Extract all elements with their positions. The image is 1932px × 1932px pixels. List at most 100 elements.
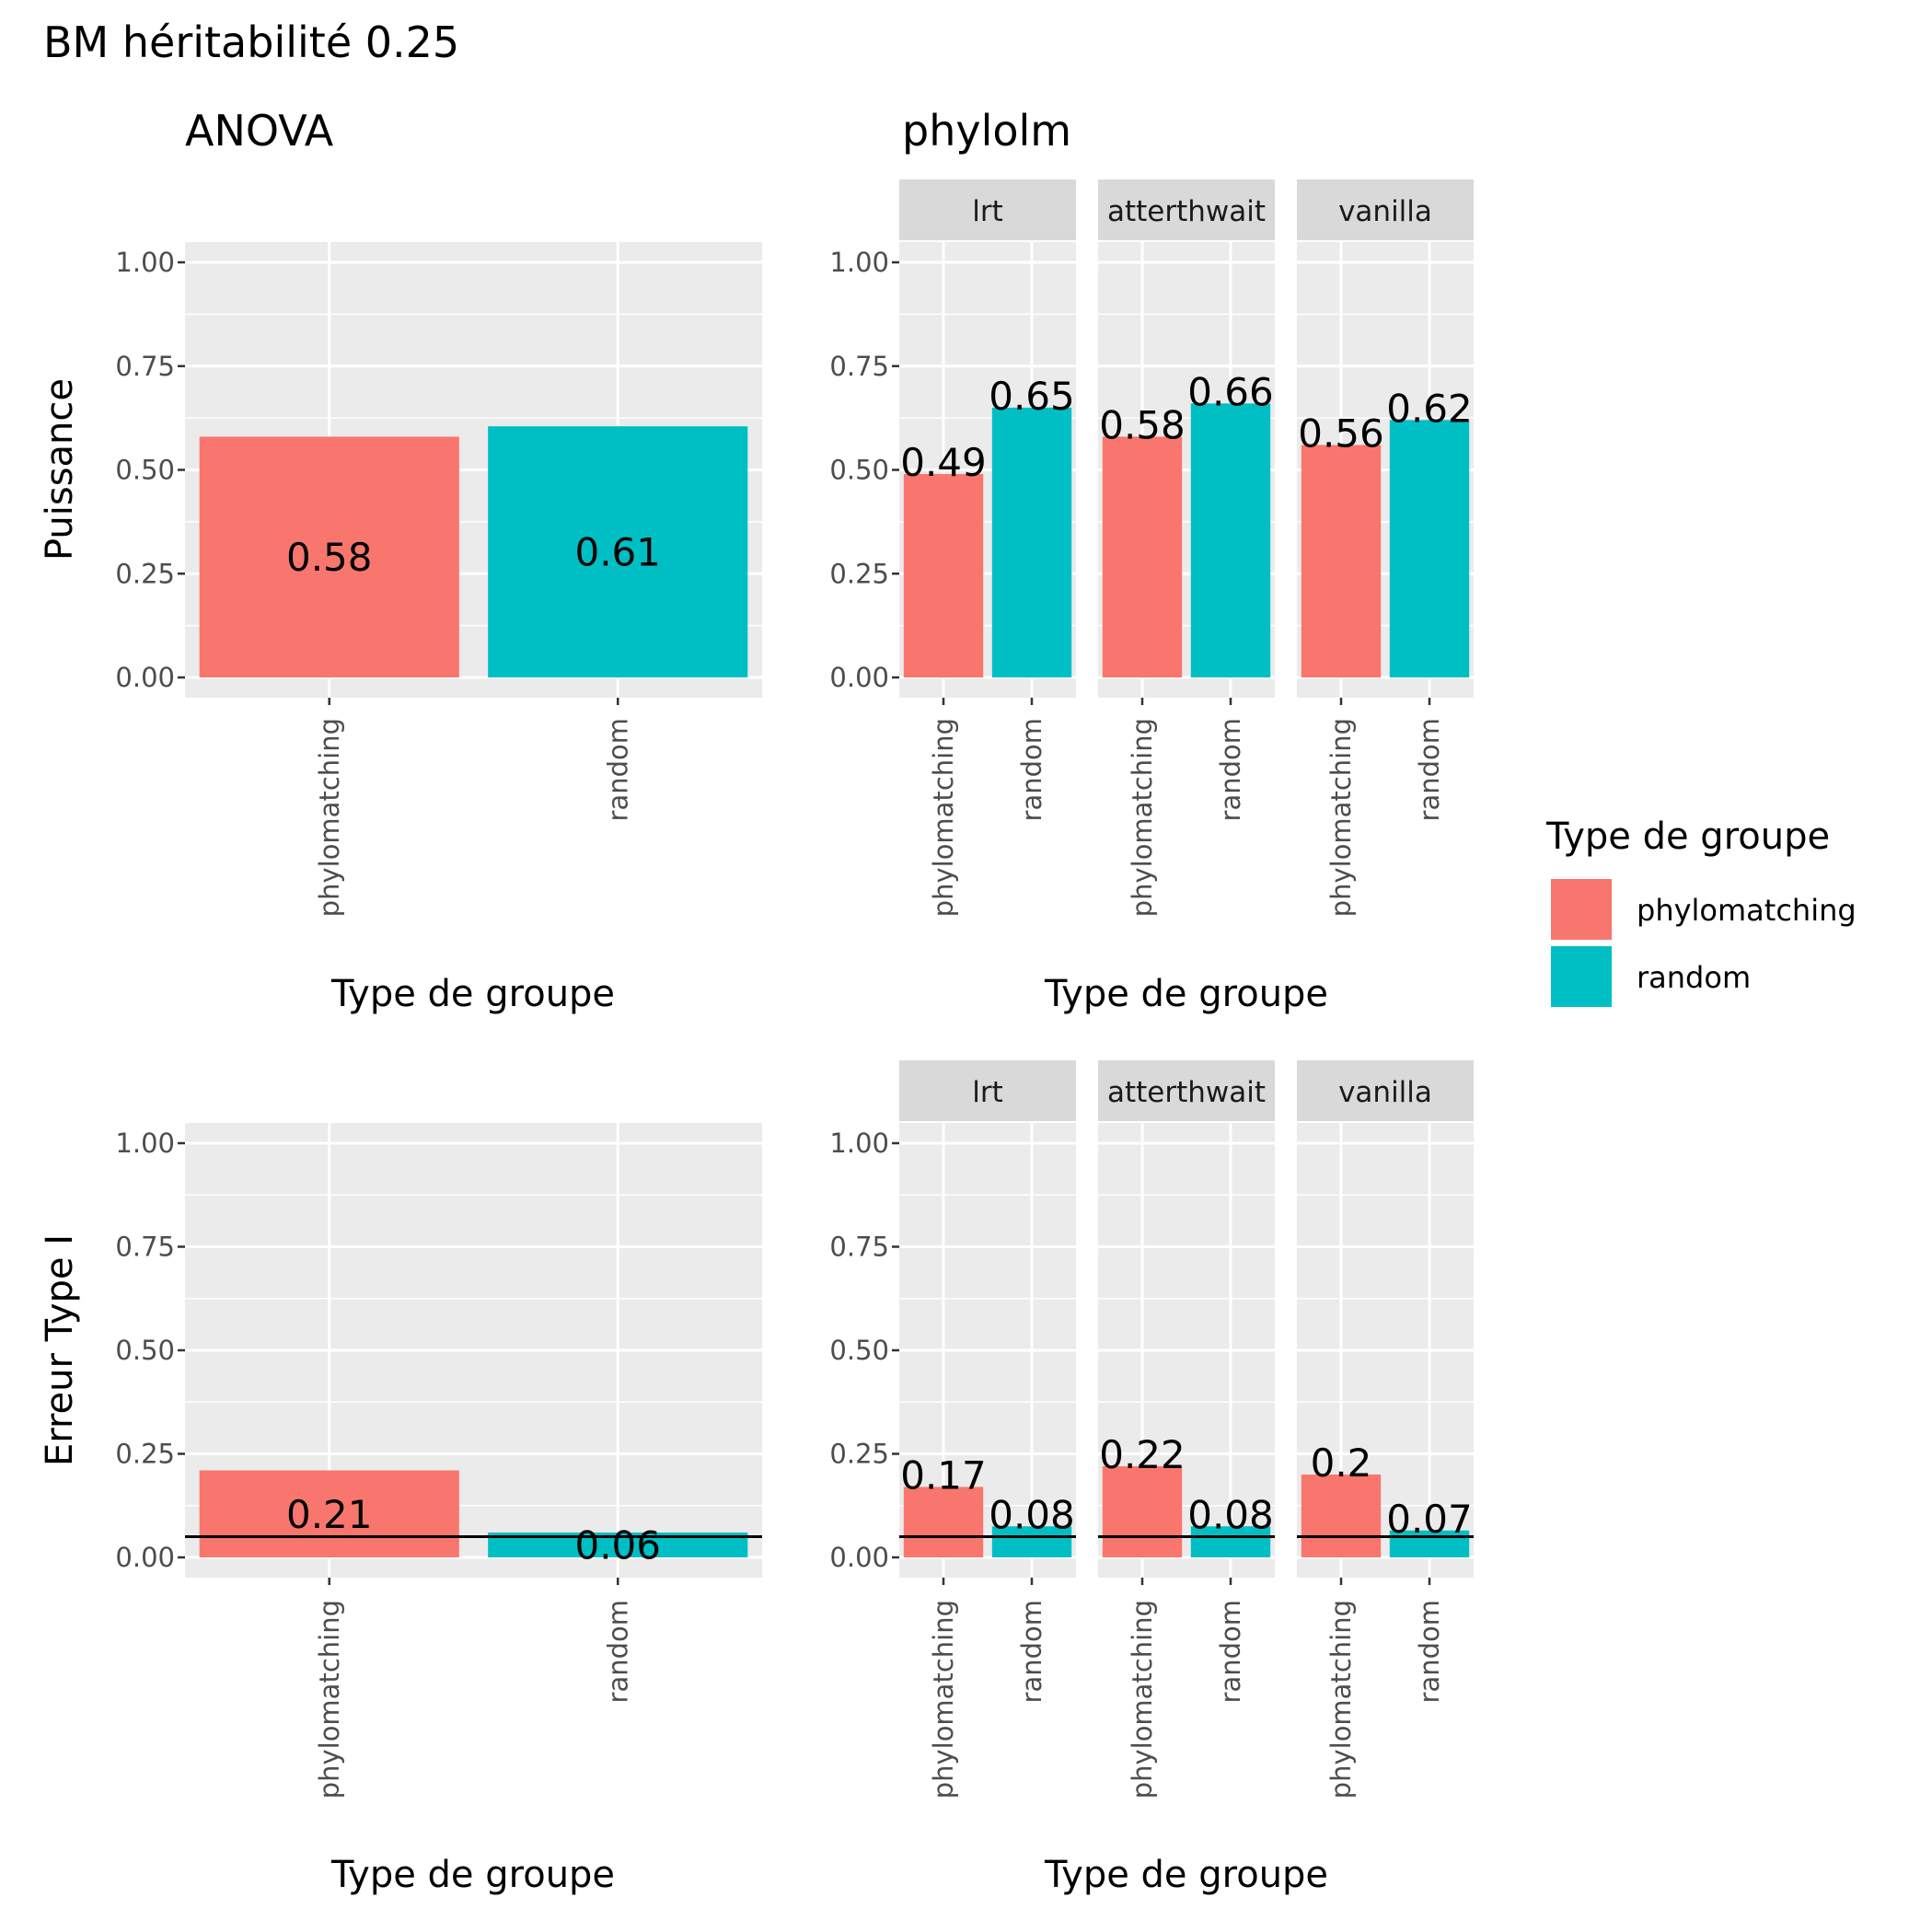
- y-axis-title: Erreur Type I: [39, 1234, 81, 1466]
- bar-random: [1389, 420, 1470, 677]
- facet-strip-label: lrt: [972, 1076, 1003, 1109]
- y-tick-label: 0.50: [829, 455, 889, 486]
- facet-strip: [1297, 1060, 1474, 1121]
- x-axis-title: Type de groupe: [1044, 973, 1328, 1015]
- y-tick-label: 0.00: [115, 662, 175, 693]
- x-tick-label: phylomatching: [1325, 1600, 1357, 1799]
- x-tick-label: random: [602, 718, 633, 821]
- anova-subtitle: ANOVA: [185, 106, 334, 156]
- data-label: 0.66: [1187, 369, 1274, 414]
- y-tick-label: 0.75: [115, 1232, 175, 1263]
- data-label: 0.07: [1386, 1497, 1473, 1542]
- figure-title: BM héritabilité 0.25: [43, 17, 459, 67]
- facet-atterthwait: atterthwait 0.220.08 phylomatching random: [1098, 1060, 1275, 1799]
- data-label: 0.58: [286, 535, 373, 580]
- legend-title: Type de groupe: [1545, 816, 1830, 858]
- data-label: 0.08: [989, 1492, 1075, 1537]
- x-tick-label: phylomatching: [928, 1600, 959, 1799]
- legend-label-random: random: [1637, 960, 1751, 995]
- y-tick-label: 1.00: [829, 247, 889, 278]
- x-tick-label: random: [1016, 1600, 1047, 1703]
- x-tick-label: random: [1414, 718, 1445, 821]
- facet-strip-label: lrt: [972, 195, 1003, 228]
- facet-atterthwait: atterthwait 0.580.66 phylomatching random: [1098, 179, 1275, 917]
- y-tick-label: 0.00: [829, 1542, 889, 1573]
- facet-strip: [1098, 179, 1275, 240]
- bar-random: [991, 407, 1072, 677]
- data-label: 0.58: [1099, 402, 1186, 447]
- chart-2: 0.00 0.25 0.50 0.75 1.00 lrt 0.490.65 phylomatc…: [829, 179, 1474, 1015]
- facet-vanilla: vanilla 0.560.62 phylomatching random: [1297, 179, 1474, 917]
- bar-random: [1190, 403, 1271, 677]
- x-tick-label: phylomatching: [314, 718, 345, 917]
- y-tick-label: 1.00: [115, 247, 175, 278]
- x-tick-label: random: [1414, 1600, 1445, 1703]
- y-tick-label: 0.50: [115, 455, 175, 486]
- x-axis-title: Type de groupe: [330, 1854, 615, 1896]
- y-tick-label: 1.00: [829, 1128, 889, 1159]
- y-tick-label: 0.75: [115, 351, 175, 382]
- y-tick-label: 0.50: [115, 1335, 175, 1366]
- facet-strip: [1297, 179, 1474, 240]
- chart-4: 0.000.250.500.751.00lrt0.170.08phylomatc…: [829, 1060, 1474, 1896]
- y-tick-label: 0.75: [829, 351, 889, 382]
- y-tick-label: 0.50: [829, 1335, 889, 1366]
- data-label: 0.08: [1187, 1492, 1274, 1537]
- facet-lrt: lrt 0.170.08 phylomatching random: [899, 1060, 1076, 1799]
- y-tick-label: 0.00: [829, 662, 889, 693]
- y-tick-label: 0.25: [829, 558, 889, 589]
- chart-3: 0.00 0.25 0.50 0.75 1.00 0.21 0.06 phylomatchin…: [39, 1123, 762, 1896]
- y-tick-label: 0.25: [829, 1439, 889, 1470]
- bar-phylomatching: [903, 1487, 984, 1557]
- bar-random: [488, 426, 748, 677]
- y-tick-label: 1.00: [115, 1128, 175, 1159]
- facet-main: 0.21 0.06 phylomatching random: [185, 1123, 762, 1799]
- facet-strip: [899, 1060, 1076, 1121]
- data-label: 0.61: [574, 530, 661, 575]
- bar-phylomatching: [1301, 445, 1382, 677]
- chart-1: 0.00 0.25 0.50 0.75 1.00 0.58 0.61 phylomatchin…: [39, 242, 762, 1015]
- data-label: 0.2: [1311, 1440, 1372, 1486]
- data-label: 0.56: [1298, 411, 1384, 456]
- legend-swatch-random: [1549, 944, 1614, 1009]
- x-tick-label: random: [1215, 718, 1246, 821]
- data-label: 0.22: [1099, 1432, 1186, 1477]
- legend-label-phylomatching: phylomatching: [1637, 893, 1857, 928]
- x-tick-label: phylomatching: [928, 718, 959, 917]
- y-tick-label: 0.25: [115, 1439, 175, 1470]
- bar-random: [991, 1526, 1072, 1557]
- bar-phylomatching: [903, 474, 984, 677]
- legend: Type de groupe phylomatching random: [1545, 816, 1857, 1009]
- facet-vanilla: vanilla 0.2 0.07 phylomatching random: [1297, 1060, 1474, 1799]
- facet-strip: [899, 179, 1076, 240]
- x-tick-label: phylomatching: [1325, 718, 1357, 917]
- data-label: 0.62: [1386, 386, 1473, 431]
- facet-strip-label: vanilla: [1338, 1076, 1432, 1109]
- y-axis-title: Puissance: [39, 378, 81, 561]
- data-label: 0.49: [900, 440, 987, 485]
- x-tick-label: phylomatching: [1127, 718, 1158, 917]
- bar-phylomatching: [1102, 1466, 1183, 1557]
- data-label: 0.06: [574, 1523, 661, 1568]
- x-axis-title: Type de groupe: [1044, 1854, 1328, 1896]
- bar-phylomatching: [1301, 1475, 1382, 1557]
- chart-panels: 0.00 0.25 0.50 0.75 1.00 0.58 0.61 phylomatchin…: [39, 179, 1474, 1896]
- x-tick-label: random: [602, 1600, 633, 1703]
- x-tick-label: random: [1215, 1600, 1246, 1703]
- facet-lrt: lrt 0.490.65 phylomatching random: [899, 179, 1076, 917]
- bar-phylomatching: [199, 436, 459, 677]
- facet-main: 0.58 0.61 phylomatching random: [185, 242, 762, 917]
- y-tick-label: 0.00: [115, 1542, 175, 1573]
- legend-swatch-phylomatching: [1549, 877, 1614, 942]
- bar-phylomatching: [1102, 436, 1183, 677]
- facet-strip-label: atterthwait: [1107, 1076, 1266, 1109]
- phylolm-subtitle: phylolm: [902, 106, 1071, 156]
- facet-strip-label: atterthwait: [1107, 195, 1266, 228]
- data-label: 0.17: [900, 1453, 987, 1498]
- bar-phylomatching: [199, 1470, 459, 1557]
- bar-random: [1190, 1526, 1271, 1557]
- facet-strip: [1098, 1060, 1275, 1121]
- y-tick-label: 0.75: [829, 1232, 889, 1263]
- x-tick-label: random: [1016, 718, 1047, 821]
